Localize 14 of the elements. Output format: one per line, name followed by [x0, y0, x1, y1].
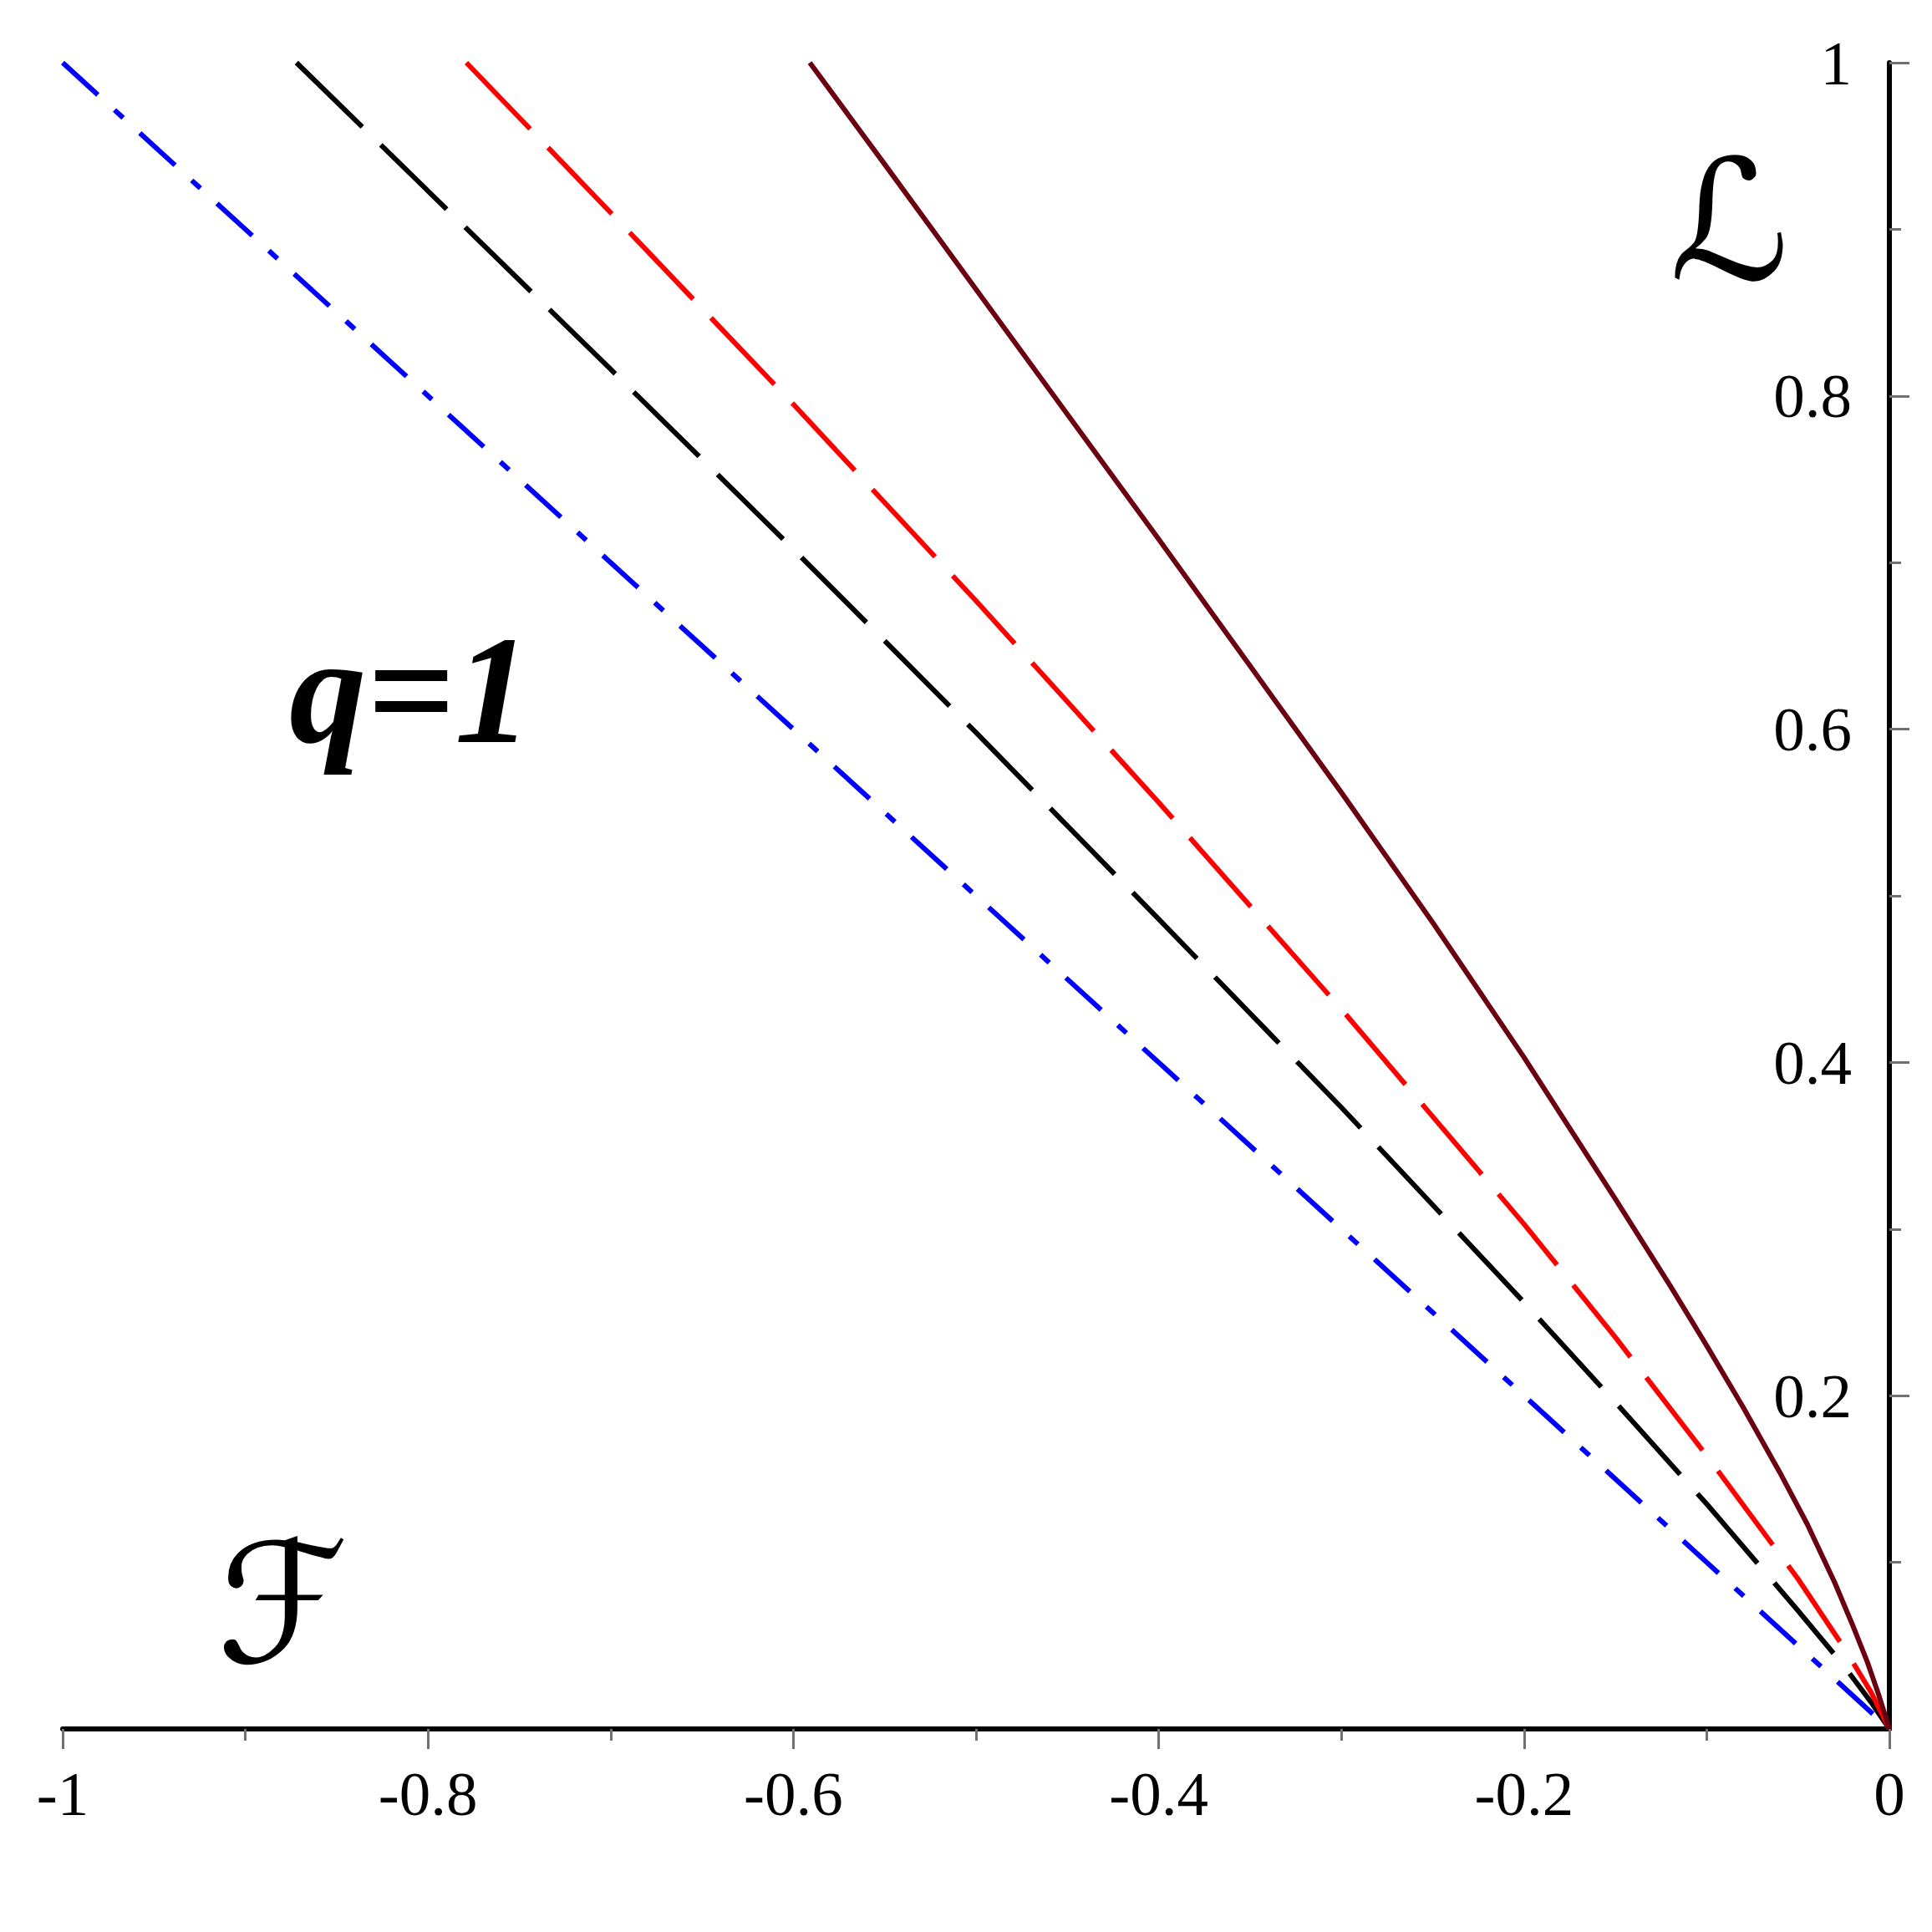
y-tick-label: 0.6 [1773, 694, 1852, 765]
annotation: q=1 [289, 604, 532, 776]
y-tick-label: 0.2 [1773, 1360, 1852, 1431]
y-tick-label: 1 [1820, 28, 1852, 98]
x-tick-label: -0.6 [744, 1759, 843, 1828]
x-tick-label: -0.8 [378, 1759, 478, 1828]
y-tick-label: 0.4 [1773, 1027, 1852, 1097]
x-axis-title: ℱ [216, 1506, 349, 1701]
x-tick-label: -0.4 [1109, 1759, 1208, 1828]
x-tick-label: -1 [36, 1759, 89, 1828]
x-tick-label: 0 [1874, 1759, 1905, 1828]
x-tick-label: -0.2 [1474, 1759, 1574, 1828]
y-tick-label: 0.8 [1773, 361, 1852, 431]
y-axis-title: ℒ [1669, 123, 1790, 318]
